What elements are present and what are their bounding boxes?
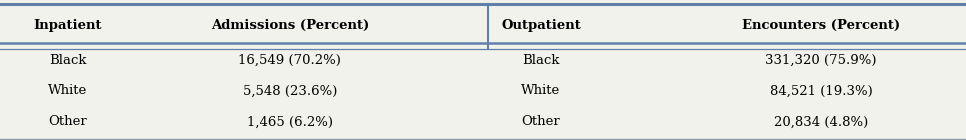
Text: Admissions (Percent): Admissions (Percent) (211, 19, 369, 32)
Text: White: White (48, 85, 87, 97)
Text: 1,465 (6.2%): 1,465 (6.2%) (246, 115, 333, 128)
Text: 20,834 (4.8%): 20,834 (4.8%) (774, 115, 868, 128)
Text: Inpatient: Inpatient (34, 19, 101, 32)
Text: 331,320 (75.9%): 331,320 (75.9%) (765, 54, 877, 67)
Text: 16,549 (70.2%): 16,549 (70.2%) (239, 54, 341, 67)
Text: Outpatient: Outpatient (501, 19, 581, 32)
Text: 84,521 (19.3%): 84,521 (19.3%) (770, 85, 872, 97)
Text: 5,548 (23.6%): 5,548 (23.6%) (242, 85, 337, 97)
Text: White: White (522, 85, 560, 97)
Text: Encounters (Percent): Encounters (Percent) (742, 19, 900, 32)
Text: Black: Black (523, 54, 559, 67)
Text: Other: Other (48, 115, 87, 128)
Text: Other: Other (522, 115, 560, 128)
Text: Black: Black (49, 54, 86, 67)
